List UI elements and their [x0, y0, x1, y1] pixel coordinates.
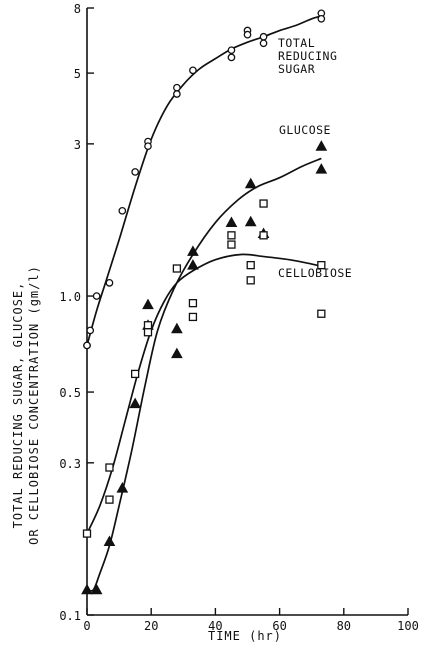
fitted-curves: [86, 15, 322, 592]
glucose-point: [187, 245, 199, 256]
cellobiose-curve: [86, 253, 322, 534]
glucose-point: [81, 583, 93, 595]
total-reducing-sugar-point: [105, 278, 114, 287]
cellobiose-point: [227, 240, 236, 249]
glucose-point: [90, 583, 103, 595]
x-tick-label: 60: [272, 619, 286, 633]
x-tick-label: 0: [83, 619, 90, 633]
cellobiose-point: [227, 231, 236, 240]
cellobiose-point: [188, 299, 198, 308]
total-reducing-sugar-point: [227, 53, 236, 62]
total-reducing-sugar-curve: [86, 15, 322, 346]
glucose-point: [244, 177, 257, 189]
plot-axes: [86, 8, 408, 616]
cellobiose-point: [105, 463, 114, 472]
y-ticks: 0.1 0.3 0.5 1.0 3 5 8: [59, 2, 94, 623]
glucose-curve: [86, 157, 322, 592]
total-reducing-sugar-point: [317, 14, 326, 23]
glucose-point: [315, 140, 328, 151]
x-tick-label: 40: [208, 619, 222, 633]
total-reducing-sugar-point: [118, 206, 127, 215]
x-axis-label: TIME (hr): [208, 629, 282, 643]
y-tick-label: 5: [74, 67, 81, 81]
cellobiose-point: [143, 328, 153, 337]
glucose-point: [103, 535, 116, 546]
y-tick-label: 0.5: [59, 386, 81, 400]
total-reducing-sugar-point: [131, 168, 139, 176]
cellobiose-point: [259, 231, 268, 240]
total-reducing-sugar-point: [227, 46, 236, 55]
glucose-point: [171, 322, 183, 334]
glucose-point: [116, 482, 129, 493]
series-label: REDUCING: [278, 49, 337, 63]
y-axis-label: TOTAL REDUCING SUGAR, GLUCOSE, OR CELLOB…: [11, 265, 41, 545]
x-tick-label: 80: [337, 619, 351, 633]
cellobiose-point: [188, 312, 198, 322]
total-reducing-sugar-point: [86, 326, 95, 335]
glucose-point: [244, 215, 257, 227]
total-reducing-sugar-point: [243, 30, 252, 39]
cellobiose-point: [172, 264, 182, 273]
y-tick-label: 0.1: [59, 609, 81, 623]
cellobiose-point: [246, 276, 255, 285]
x-ticks: 0 20 40 60 80 100: [83, 608, 419, 633]
total-reducing-sugar-point: [189, 66, 197, 75]
y-tick-label: 8: [74, 2, 81, 16]
cellobiose-point: [130, 369, 140, 379]
cellobiose-point: [246, 260, 255, 270]
y-axis-label-line-2: OR CELLOBIOSE CONCENTRATION (gm/l): [27, 265, 41, 545]
glucose-point: [142, 298, 154, 310]
glucose-point: [171, 347, 183, 359]
series-label: GLUCOSE: [279, 123, 331, 137]
total-reducing-sugar-point: [92, 292, 101, 300]
glucose-point: [315, 163, 328, 174]
glucose-point: [187, 259, 199, 270]
x-tick-label: 100: [397, 619, 419, 633]
series-label: SUGAR: [278, 62, 315, 76]
series-label: TOTAL: [278, 36, 315, 50]
x-tick-label: 20: [144, 619, 158, 633]
total-reducing-sugar-point: [259, 39, 268, 48]
glucose-point: [225, 216, 238, 228]
cellobiose-point: [82, 529, 92, 538]
cellobiose-point: [105, 495, 114, 504]
cellobiose-point: [259, 199, 268, 208]
y-tick-label: 3: [74, 138, 81, 152]
total-reducing-sugar-point: [83, 341, 91, 350]
glucose-point: [129, 397, 141, 409]
y-tick-label: 1.0: [59, 290, 81, 304]
total-reducing-sugar-point: [144, 142, 152, 151]
data-points: [81, 9, 328, 595]
total-reducing-sugar-point: [259, 32, 268, 41]
cellobiose-point: [143, 321, 153, 330]
total-reducing-sugar-point: [173, 90, 181, 98]
series-label: CELLOBIOSE: [278, 266, 352, 280]
cellobiose-point: [317, 260, 326, 270]
total-reducing-sugar-point: [173, 83, 181, 92]
y-tick-label: 0.3: [59, 457, 81, 471]
cellobiose-point: [317, 309, 326, 318]
y-axis-label-line-1: TOTAL REDUCING SUGAR, GLUCOSE,: [11, 282, 25, 529]
